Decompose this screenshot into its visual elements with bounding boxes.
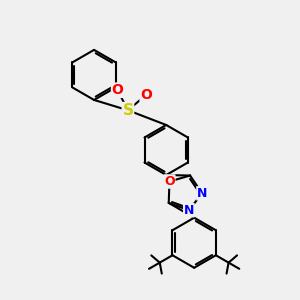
Text: S: S [122,103,134,118]
Text: O: O [112,83,124,97]
Text: O: O [140,88,152,102]
Text: N: N [197,187,207,200]
Text: N: N [184,204,194,217]
Text: O: O [164,175,175,188]
